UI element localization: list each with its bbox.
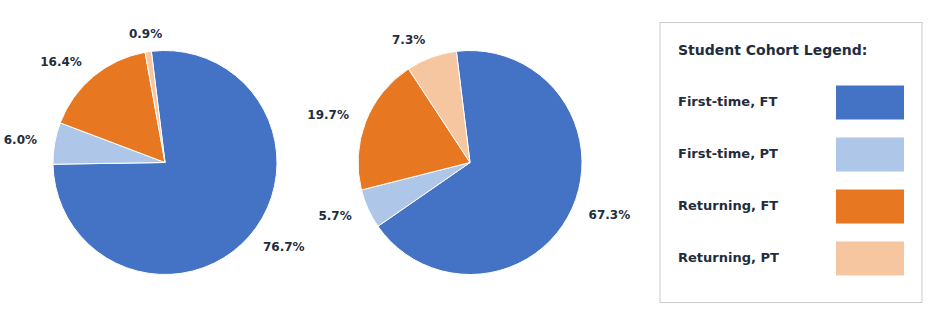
pie-slice <box>409 51 470 162</box>
legend-entry: Returning, PT <box>678 250 779 265</box>
data-label: 76.7% <box>263 240 305 254</box>
pie: 67.3% 5.7% 19.7% 7.3% <box>307 33 630 274</box>
pie-slice <box>53 51 277 275</box>
data-label: 5.7% <box>318 209 351 223</box>
data-label: 6.0% <box>4 133 37 147</box>
data-label: 7.3% <box>392 33 425 47</box>
legend-swatch <box>836 190 904 224</box>
data-label: 19.7% <box>307 108 349 122</box>
legend-entry: First-time, FT <box>678 94 777 109</box>
data-label: 16.4% <box>40 55 82 69</box>
data-label: 0.9% <box>129 27 162 41</box>
legend-swatch <box>836 138 904 172</box>
legend-box <box>660 23 922 303</box>
data-label: 67.3% <box>589 208 631 222</box>
legend-entry: Returning, FT <box>678 198 778 213</box>
legend-swatch <box>836 86 904 120</box>
legend: Student Cohort Legend: First-time, FT Firs… <box>660 23 922 303</box>
legend-swatch <box>836 242 904 276</box>
legend-entry: First-time, PT <box>678 146 778 161</box>
chart-svg: 76.7% 6.0% 16.4% 0.9% 67.3% 5.7% 19.7% 7.3% Stud… <box>0 0 934 325</box>
pie: 76.7% 6.0% 16.4% 0.9% <box>4 27 305 275</box>
legend-title: Student Cohort Legend: <box>678 42 867 58</box>
pie-slice <box>145 51 165 162</box>
